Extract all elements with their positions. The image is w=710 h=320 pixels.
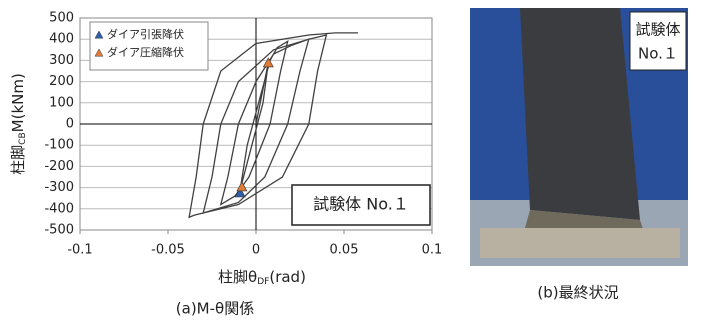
chart-caption: (a)M-θ関係 (176, 300, 254, 318)
yield-marker (234, 187, 246, 198)
legend-label: ダイア引張降伏 (107, 27, 184, 41)
x-tick-label: -0.05 (151, 243, 185, 258)
y-tick-label: 400 (49, 32, 74, 47)
y-tick-label: -300 (44, 180, 74, 195)
legend-label: ダイア圧縮降伏 (107, 45, 184, 59)
y-tick-label: -500 (44, 223, 74, 238)
x-label-sub: DF (257, 277, 269, 287)
photo-label: 試験体 (635, 21, 680, 39)
annotation: 試験体 No.１ (313, 195, 409, 214)
y-tick-label: 0 (66, 117, 74, 132)
photo-label: No.１ (638, 45, 678, 63)
y-tick-label: -100 (44, 138, 74, 153)
x-tick-label: 0.1 (422, 243, 443, 258)
y-tick-label: 500 (49, 11, 74, 26)
x-tick-label: 0.05 (330, 243, 359, 258)
y-tick-label: 200 (49, 74, 74, 89)
x-label-part: (rad) (269, 268, 306, 286)
x-axis-label: 柱脚θDF(rad) (218, 268, 306, 287)
y-tick-label: -400 (44, 201, 74, 216)
yield-marker (236, 181, 248, 192)
photo-label-box (629, 11, 687, 71)
photo-plate (480, 228, 680, 258)
y-label-part: M(kNm) (9, 73, 27, 132)
y-label-part: 柱脚 (9, 145, 27, 175)
yield-marker (262, 57, 274, 68)
y-axis-label: 柱脚CBM(kNm) (9, 73, 28, 175)
x-tick-label: -0.1 (67, 243, 92, 258)
x-tick-label: 0 (252, 243, 260, 258)
legend-marker (94, 30, 104, 39)
hysteresis-line (188, 32, 359, 219)
photo: 試験体 No.１ (470, 8, 688, 266)
y-tick-label: 100 (49, 95, 74, 110)
legend-marker (94, 48, 104, 57)
legend-box (89, 21, 209, 71)
photo-column (520, 8, 640, 220)
annotation-box (291, 184, 431, 226)
x-label-part: 柱脚θ (218, 268, 257, 286)
y-tick-label: 300 (49, 53, 74, 68)
y-label-sub: CB (18, 132, 28, 144)
y-tick-label: -200 (44, 159, 74, 174)
photo-caption: (b)最終状況 (537, 284, 618, 302)
